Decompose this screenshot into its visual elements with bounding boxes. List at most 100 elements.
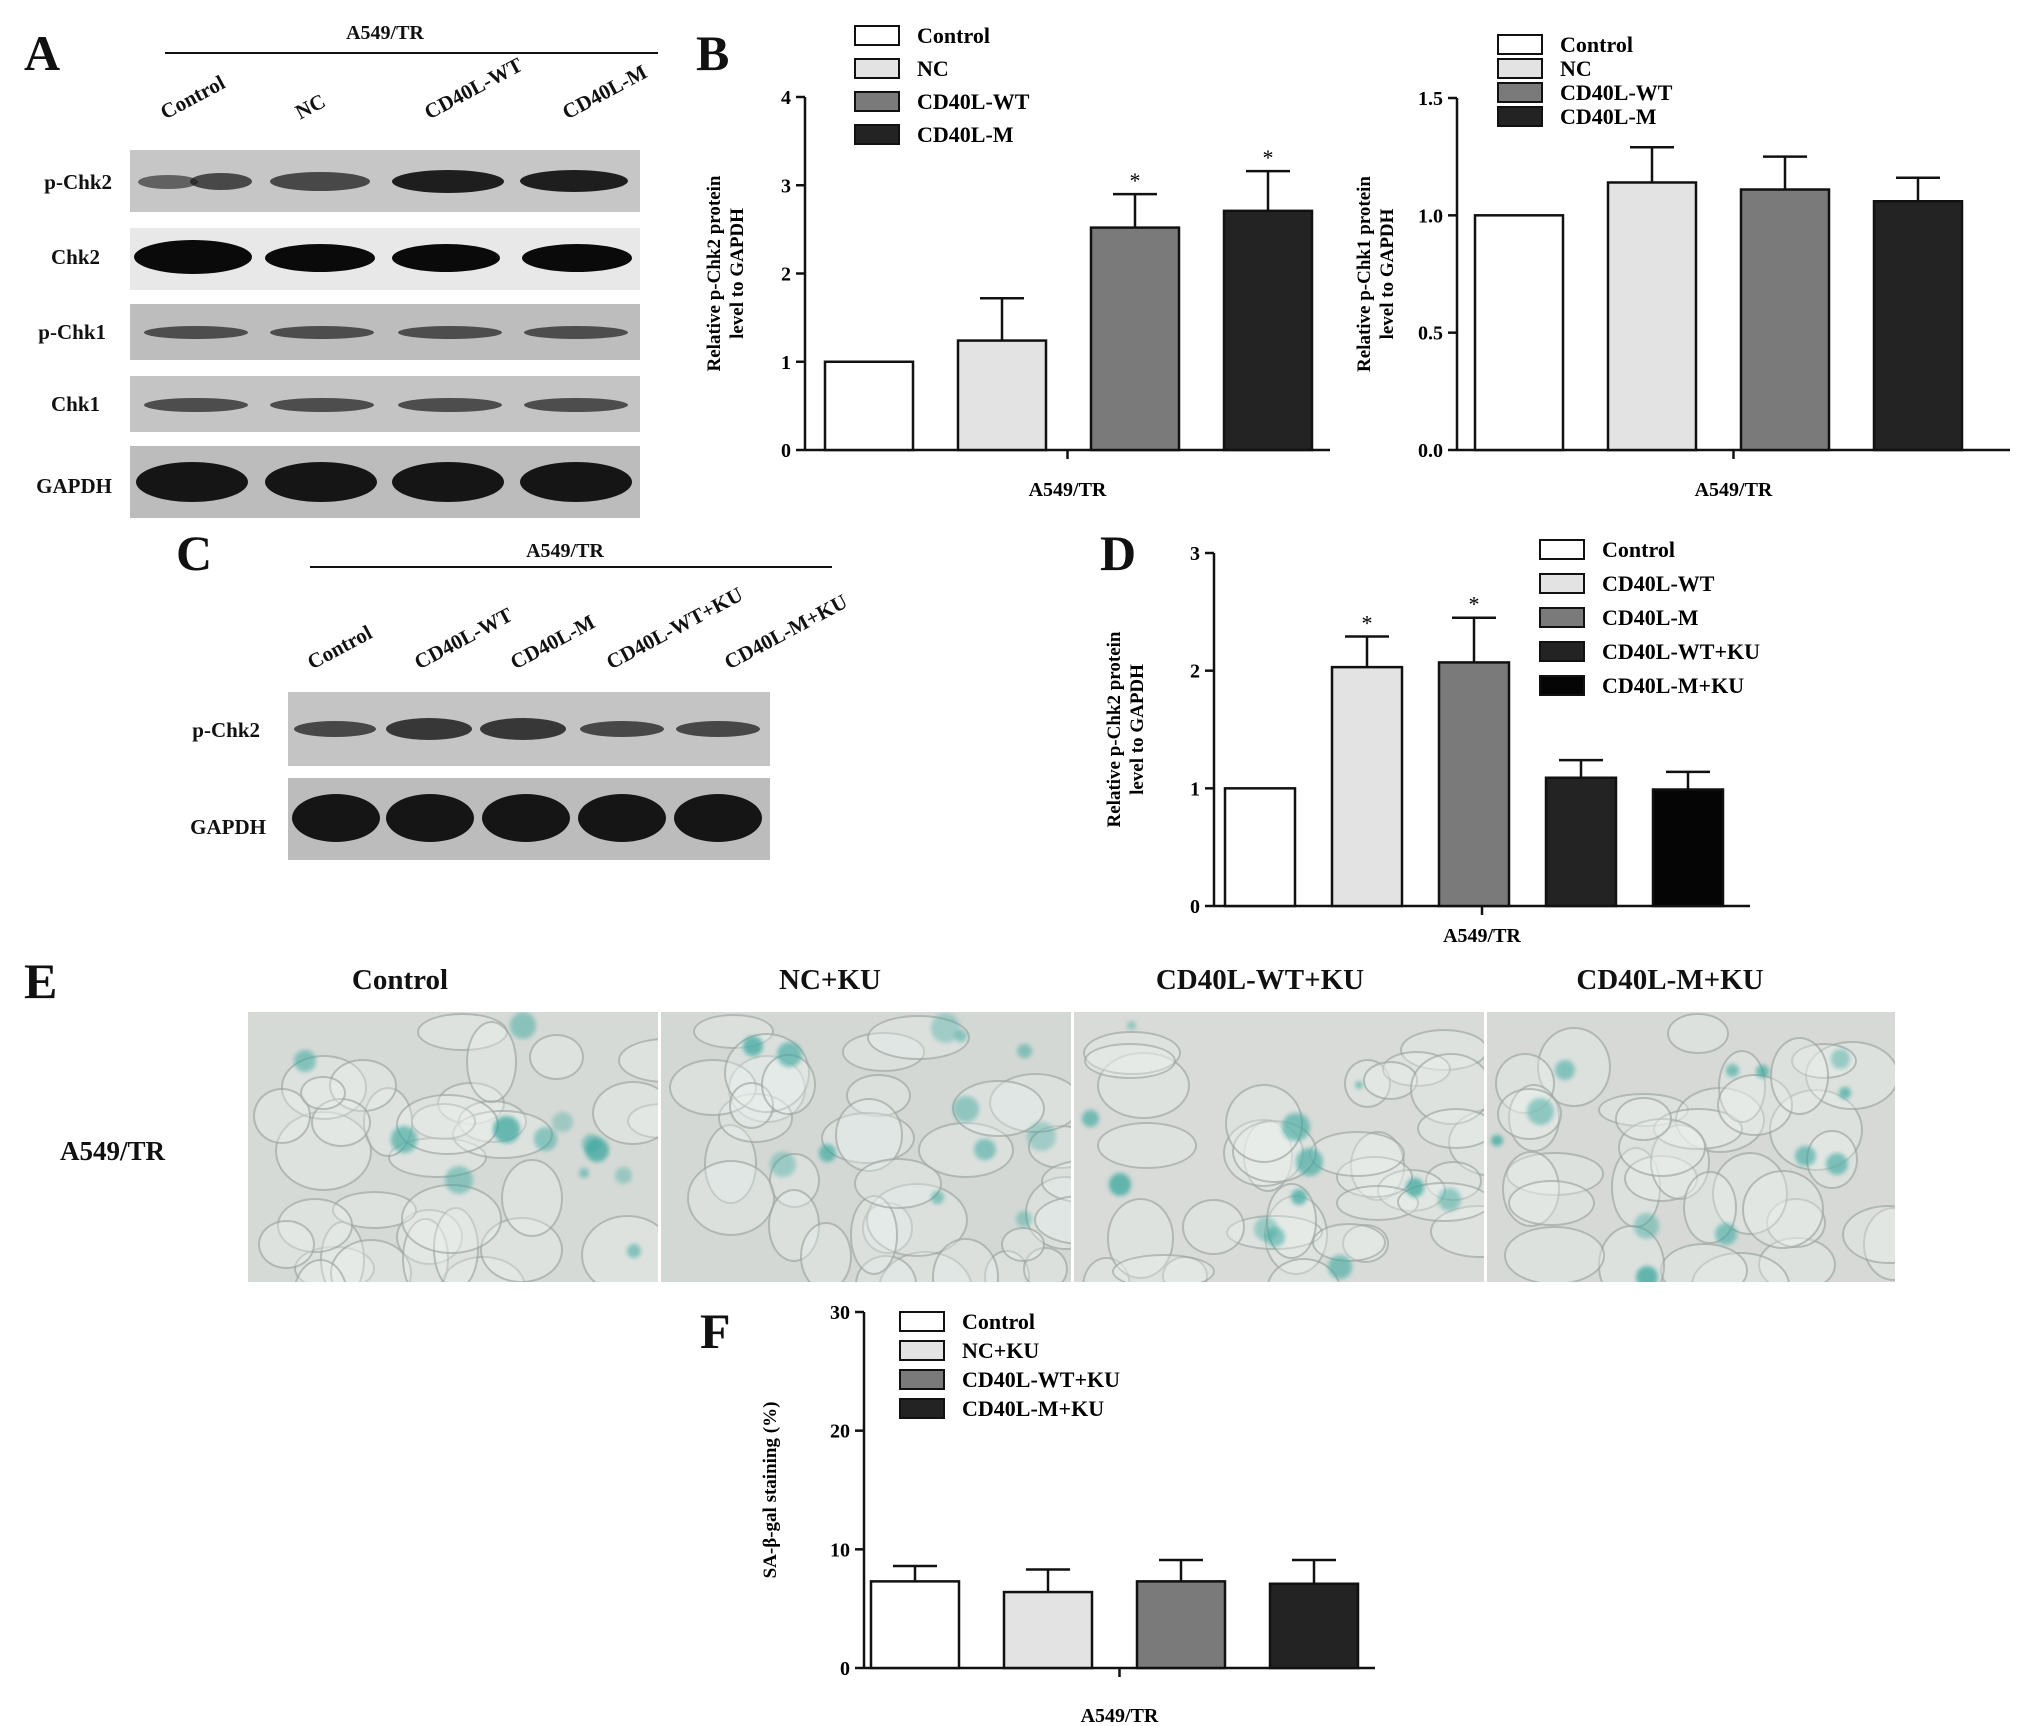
y-tick-label: 20 xyxy=(830,1421,850,1443)
y-tick-label: 3 xyxy=(781,175,791,197)
micro-col-title: Control xyxy=(351,964,449,996)
stain-spot xyxy=(492,1116,520,1143)
legend-swatch xyxy=(1497,34,1543,55)
band xyxy=(674,794,762,842)
band xyxy=(392,462,504,502)
blot-c-header-line xyxy=(310,566,832,568)
blot-a-header: A549/TR xyxy=(346,22,424,44)
stain-spot xyxy=(1554,1059,1575,1080)
stain-spot xyxy=(1290,1188,1308,1205)
cell xyxy=(1503,1226,1606,1282)
blot-a-strip-chk2 xyxy=(130,228,640,290)
blot-c-lane-wt: CD40L-WT xyxy=(410,602,517,675)
band xyxy=(265,244,375,272)
band xyxy=(392,244,500,272)
legend-swatch xyxy=(854,91,900,112)
cell xyxy=(1397,1181,1484,1222)
cell xyxy=(1097,1121,1198,1169)
cell xyxy=(952,1079,1045,1137)
band xyxy=(520,462,632,502)
bar xyxy=(1739,188,1831,452)
band xyxy=(270,398,374,412)
stain-spot xyxy=(743,1036,764,1057)
blot-c-header: A549/TR xyxy=(526,540,604,562)
band xyxy=(270,172,370,191)
stain-spot xyxy=(294,1050,317,1073)
band xyxy=(190,173,252,190)
legend-label: CD40L-M xyxy=(1560,104,1657,129)
cell xyxy=(1083,1042,1176,1079)
bar xyxy=(1606,181,1698,452)
blot-a-strip-chk1 xyxy=(130,376,640,432)
stain-spot xyxy=(390,1126,417,1153)
cell xyxy=(1508,1179,1595,1227)
y-tick-label: 1 xyxy=(781,352,791,374)
legend-label: CD40L-M xyxy=(1602,605,1699,630)
band xyxy=(398,398,502,412)
legend-label: CD40L-WT xyxy=(1560,80,1673,105)
legend-label: CD40L-WT xyxy=(1602,571,1715,596)
legend-label: CD40L-WT+KU xyxy=(1602,639,1760,664)
stain-spot xyxy=(579,1168,589,1178)
panel-label-d: D xyxy=(1100,525,1137,581)
stain-spot xyxy=(1794,1145,1816,1167)
micro-col-title: CD40L-M+KU xyxy=(1576,964,1764,996)
legend-label: CD40L-WT xyxy=(917,89,1030,114)
blot-a-row-label: Chk2 xyxy=(50,245,100,269)
cell xyxy=(258,1219,316,1270)
cell xyxy=(529,1033,585,1080)
chart-b-right: 0.0 0.5 1.0 1.5 A549/TR Relative p-Chk1 prote… xyxy=(1354,32,2010,501)
stain-spot xyxy=(1016,1211,1033,1228)
chart-d: 0 1 2 3 * * A549/TR Relative p-Chk2 protein leve… xyxy=(1104,537,1760,947)
cell xyxy=(581,1214,658,1282)
stain-spot xyxy=(770,1151,796,1178)
cell xyxy=(692,1014,774,1050)
y-tick-label: 0 xyxy=(1190,896,1200,918)
cell xyxy=(854,1158,943,1209)
legend-swatch xyxy=(1497,106,1543,127)
stain-spot xyxy=(626,1243,641,1258)
micro-row-label: A549/TR xyxy=(60,1136,166,1166)
panel-label-c: C xyxy=(176,525,213,581)
stain-spot xyxy=(1491,1135,1503,1147)
bar xyxy=(869,1580,961,1670)
legend-swatch xyxy=(899,1311,945,1332)
bar xyxy=(1473,214,1565,452)
significance-marker: * xyxy=(1263,145,1274,170)
band xyxy=(294,721,376,737)
band xyxy=(134,240,252,274)
band xyxy=(578,794,666,842)
cell xyxy=(1842,1204,1895,1265)
stain-spot xyxy=(1756,1065,1769,1078)
legend-swatch xyxy=(1539,675,1585,696)
stain-spot xyxy=(955,1030,967,1042)
legend-label: CD40L-M+KU xyxy=(962,1396,1104,1421)
legend-label: CD40L-M xyxy=(917,122,1014,147)
bar xyxy=(1089,226,1181,452)
stain-spot xyxy=(1328,1254,1353,1279)
legend-swatch xyxy=(1539,641,1585,662)
legend-swatch xyxy=(854,124,900,145)
stain-spot xyxy=(1017,1044,1032,1059)
legend-swatch xyxy=(1539,607,1585,628)
y-tick-label: 2 xyxy=(1190,661,1200,683)
band xyxy=(480,718,566,740)
blot-c-lane-control: Control xyxy=(303,620,377,675)
stain-spot xyxy=(1725,1063,1739,1077)
y-axis-label: SA-β-gal staining (%) xyxy=(760,1402,781,1579)
stain-spot xyxy=(533,1127,558,1151)
legend-swatch xyxy=(854,58,900,79)
blot-a-strip-p-chk2 xyxy=(130,150,640,212)
stain-spot xyxy=(1354,1080,1363,1089)
x-axis-label: A549/TR xyxy=(1695,479,1773,501)
legend-swatch xyxy=(1539,573,1585,594)
cell xyxy=(1111,1254,1216,1282)
cell xyxy=(591,1080,658,1145)
micrograph-nc-ku xyxy=(661,1012,1074,1282)
y-axis-label: Relative p-Chk2 protein xyxy=(704,175,725,371)
y-axis-label: level to GAPDH xyxy=(727,208,748,339)
legend-label: NC+KU xyxy=(962,1338,1039,1363)
legend-swatch xyxy=(1539,539,1585,560)
legend-swatch xyxy=(899,1340,945,1361)
blot-a-row-label: Chk1 xyxy=(50,392,100,416)
